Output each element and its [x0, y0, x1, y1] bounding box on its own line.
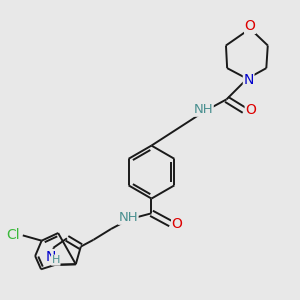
Text: O: O: [245, 19, 256, 33]
Text: NH: NH: [118, 211, 138, 224]
Text: NH: NH: [194, 103, 213, 116]
Text: Cl: Cl: [6, 228, 20, 242]
Text: N: N: [46, 250, 56, 264]
Text: O: O: [245, 103, 256, 117]
Text: N: N: [244, 73, 254, 87]
Text: O: O: [172, 217, 182, 231]
Text: H: H: [52, 255, 60, 265]
